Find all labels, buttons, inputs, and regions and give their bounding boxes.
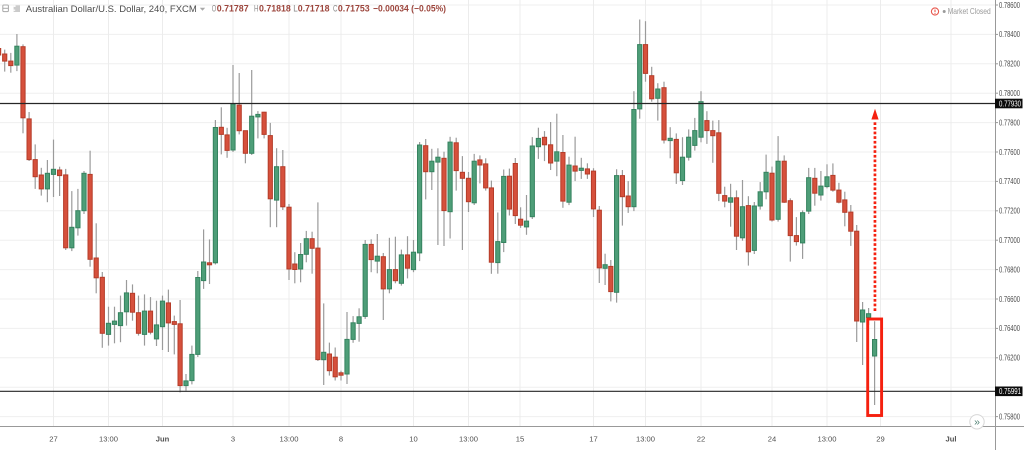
svg-text:0.75991: 0.75991 — [999, 387, 1021, 396]
svg-text:0.77200: 0.77200 — [999, 207, 1020, 216]
svg-text:»: » — [974, 416, 980, 428]
svg-text:24: 24 — [768, 435, 776, 444]
svg-text:C: C — [333, 4, 338, 14]
svg-text:H: H — [254, 4, 259, 14]
svg-text:0.78000: 0.78000 — [999, 89, 1020, 98]
svg-text:0.76200: 0.76200 — [999, 354, 1020, 363]
svg-text:−0.00034 (−0.05%): −0.00034 (−0.05%) — [373, 4, 446, 14]
svg-text:O: O — [212, 4, 217, 14]
svg-text:8: 8 — [339, 435, 343, 444]
svg-text:13:00: 13:00 — [279, 435, 298, 444]
svg-text:0.76800: 0.76800 — [999, 265, 1020, 274]
svg-text:0.77930: 0.77930 — [999, 99, 1021, 108]
svg-text:0.78600: 0.78600 — [999, 1, 1020, 10]
svg-text:13:00: 13:00 — [636, 435, 655, 444]
svg-text:3: 3 — [231, 435, 235, 444]
svg-text:0.78400: 0.78400 — [999, 30, 1020, 39]
svg-text:13:00: 13:00 — [817, 435, 836, 444]
svg-text:L: L — [293, 4, 298, 14]
svg-text:13:00: 13:00 — [99, 435, 118, 444]
svg-text:27: 27 — [49, 435, 57, 444]
svg-text:0.71787: 0.71787 — [217, 4, 249, 14]
svg-text:0.77400: 0.77400 — [999, 177, 1020, 186]
svg-text:22: 22 — [697, 435, 705, 444]
svg-text:Jul: Jul — [946, 435, 957, 444]
svg-text:0.78200: 0.78200 — [999, 60, 1020, 69]
svg-text:17: 17 — [589, 435, 597, 444]
svg-text:Australian Dollar/U.S. Dollar,: Australian Dollar/U.S. Dollar, 240, FXCM — [26, 3, 197, 14]
svg-text:0.77800: 0.77800 — [999, 118, 1020, 127]
svg-text:10: 10 — [409, 435, 417, 444]
svg-text:0.76400: 0.76400 — [999, 324, 1020, 333]
svg-text:13:00: 13:00 — [459, 435, 478, 444]
svg-text:15: 15 — [516, 435, 524, 444]
svg-text:Market Closed: Market Closed — [948, 6, 991, 16]
svg-text:0.71818: 0.71818 — [259, 4, 291, 14]
svg-text:29: 29 — [876, 435, 884, 444]
svg-text:0.71753: 0.71753 — [338, 4, 370, 14]
svg-text:0.76600: 0.76600 — [999, 295, 1020, 304]
svg-text:0.75800: 0.75800 — [999, 412, 1020, 421]
svg-text:Jun: Jun — [156, 435, 170, 444]
svg-text:0.71718: 0.71718 — [298, 4, 330, 14]
svg-text:0.77600: 0.77600 — [999, 148, 1020, 157]
svg-text:0.77000: 0.77000 — [999, 236, 1020, 245]
